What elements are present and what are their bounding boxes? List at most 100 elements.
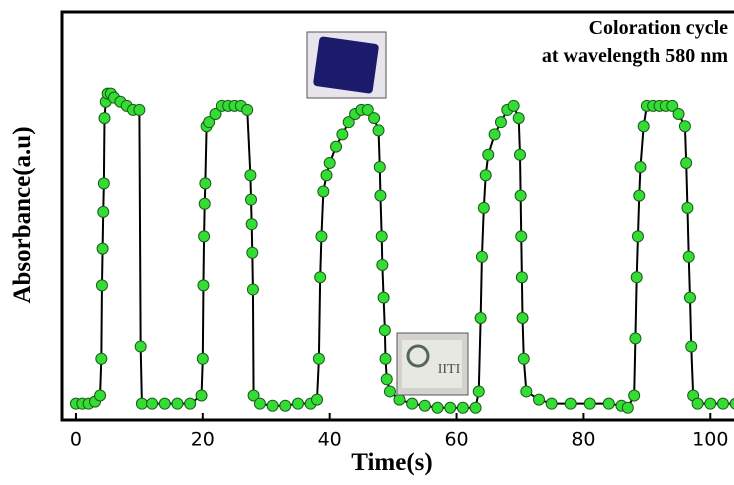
data-point: [507, 99, 520, 112]
logo: [406, 344, 430, 368]
data-point: [672, 108, 685, 120]
data-point: [479, 169, 492, 182]
data-point: [634, 161, 647, 174]
data-point: [184, 397, 197, 410]
data-point: [291, 397, 304, 410]
data-point: [685, 340, 698, 353]
data-point: [472, 385, 485, 398]
x-tick-label: 100: [692, 429, 728, 451]
data-point: [681, 201, 694, 214]
data-point: [197, 279, 210, 292]
data-point: [246, 246, 259, 259]
data-point: [515, 271, 528, 284]
data-point: [244, 169, 257, 182]
data-point: [245, 193, 258, 206]
data-point: [431, 401, 444, 414]
data-point: [372, 124, 385, 137]
data-point: [515, 230, 528, 243]
x-tick-label: 80: [571, 429, 595, 451]
data-point: [682, 250, 695, 263]
data-point: [630, 271, 643, 284]
data-point: [520, 385, 533, 398]
data-point: [320, 169, 333, 182]
data-point: [330, 140, 343, 153]
data-point: [379, 352, 392, 365]
data-point: [691, 397, 704, 410]
data-point: [158, 397, 171, 410]
data-point: [198, 230, 211, 243]
data-point: [97, 177, 110, 190]
data-point: [456, 401, 469, 414]
data-point: [517, 352, 530, 365]
annotation: Coloration cycle: [589, 17, 729, 39]
data-point: [199, 177, 212, 190]
data-point: [368, 112, 381, 125]
data-point: [380, 373, 393, 386]
data-point: [666, 99, 679, 112]
colored-sample: [313, 36, 379, 94]
data-point: [680, 156, 693, 169]
data-point: [377, 291, 390, 304]
data-point: [373, 161, 386, 174]
data-point: [342, 116, 355, 129]
data-point: [376, 258, 389, 271]
data-point: [361, 103, 374, 116]
data-point: [98, 112, 111, 125]
data-point: [393, 393, 406, 406]
data-point: [246, 283, 259, 296]
data-point: [171, 397, 184, 410]
data-point: [444, 401, 457, 414]
data-point: [374, 189, 387, 202]
data-point: [315, 230, 328, 243]
data-point: [135, 397, 148, 410]
data-point: [336, 128, 349, 141]
data-point: [241, 103, 254, 116]
x-tick-label: 20: [191, 429, 215, 451]
data-point: [375, 230, 388, 243]
data-point: [469, 401, 482, 414]
data-point: [279, 399, 292, 412]
data-point: [629, 332, 642, 345]
data-point: [602, 397, 615, 410]
data-point: [637, 120, 650, 133]
data-point: [533, 393, 546, 406]
data-point: [418, 399, 431, 412]
data-point: [134, 340, 147, 353]
data-point: [196, 352, 209, 365]
data-point: [716, 397, 729, 410]
data-point: [198, 197, 211, 210]
data-point: [474, 312, 487, 324]
data-point: [475, 250, 488, 263]
data-point: [482, 148, 495, 161]
data-point: [621, 401, 634, 414]
data-point: [516, 312, 529, 324]
data-point: [94, 389, 107, 402]
data-point: [488, 128, 501, 141]
data-point: [266, 399, 279, 412]
data-point: [628, 389, 641, 402]
x-axis-label: Time(s): [351, 449, 432, 476]
annotation: at wavelength 580 nm: [542, 45, 728, 67]
data-point: [323, 156, 336, 169]
data-point: [678, 120, 691, 133]
data-point: [514, 189, 527, 202]
data-point: [133, 103, 146, 116]
plot-area: [69, 87, 734, 414]
data-point: [512, 112, 525, 125]
data-point: [312, 352, 325, 365]
data-point: [314, 271, 327, 284]
data-point: [564, 397, 577, 410]
data-point: [683, 291, 696, 304]
data-point: [406, 397, 419, 410]
data-point: [383, 385, 396, 398]
data-point: [494, 116, 507, 129]
data-point: [95, 352, 108, 365]
y-axis-label: Absorbance(a.u): [9, 126, 36, 303]
data-point: [245, 218, 258, 231]
data-point: [96, 242, 109, 255]
data-point: [477, 201, 490, 214]
data-point: [203, 116, 216, 129]
data-point: [195, 389, 208, 402]
series-line: [75, 92, 734, 409]
